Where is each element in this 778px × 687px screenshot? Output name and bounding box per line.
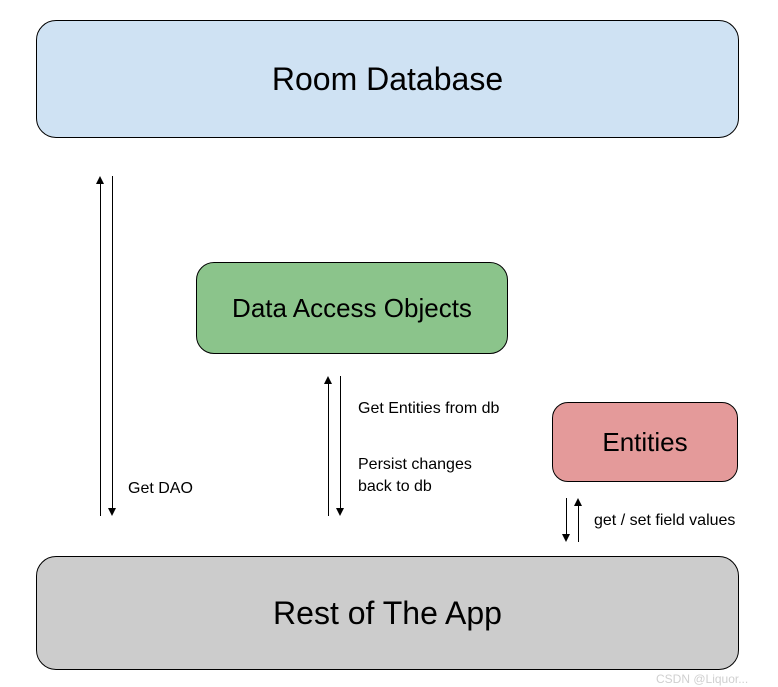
arrow-get-dao-down-head [108, 508, 116, 516]
node-room-database: Room Database [36, 20, 739, 138]
label-get-dao: Get DAO [128, 478, 193, 500]
label-get-entities: Get Entities from db [358, 398, 499, 420]
node-rest-of-app: Rest of The App [36, 556, 739, 670]
node-entities: Entities [552, 402, 738, 482]
arrow-entities-down-head [336, 508, 344, 516]
label-persist-changes: Persist changes back to db [358, 454, 472, 497]
watermark-text: CSDN @Liquor... [656, 672, 748, 686]
node-room-database-label: Room Database [272, 61, 503, 98]
arrow-get-dao-up-head [96, 176, 104, 184]
node-entities-label: Entities [602, 427, 687, 458]
arrow-entities-up-line [328, 384, 329, 516]
arrow-get-dao-up-line [100, 184, 101, 516]
arrow-get-dao-down-line [112, 176, 113, 508]
arrow-entities-up-head [324, 376, 332, 384]
arrow-fields-up-head [574, 498, 582, 506]
label-field-values: get / set field values [594, 510, 735, 532]
arrow-entities-down-line [340, 376, 341, 508]
arrow-fields-down-head [562, 534, 570, 542]
arrow-fields-down-line [566, 498, 567, 534]
node-dao-label: Data Access Objects [232, 293, 472, 324]
arrow-fields-up-line [578, 506, 579, 542]
node-rest-of-app-label: Rest of The App [273, 595, 502, 632]
diagram-canvas: Room Database Data Access Objects Entiti… [0, 0, 778, 687]
node-dao: Data Access Objects [196, 262, 508, 354]
